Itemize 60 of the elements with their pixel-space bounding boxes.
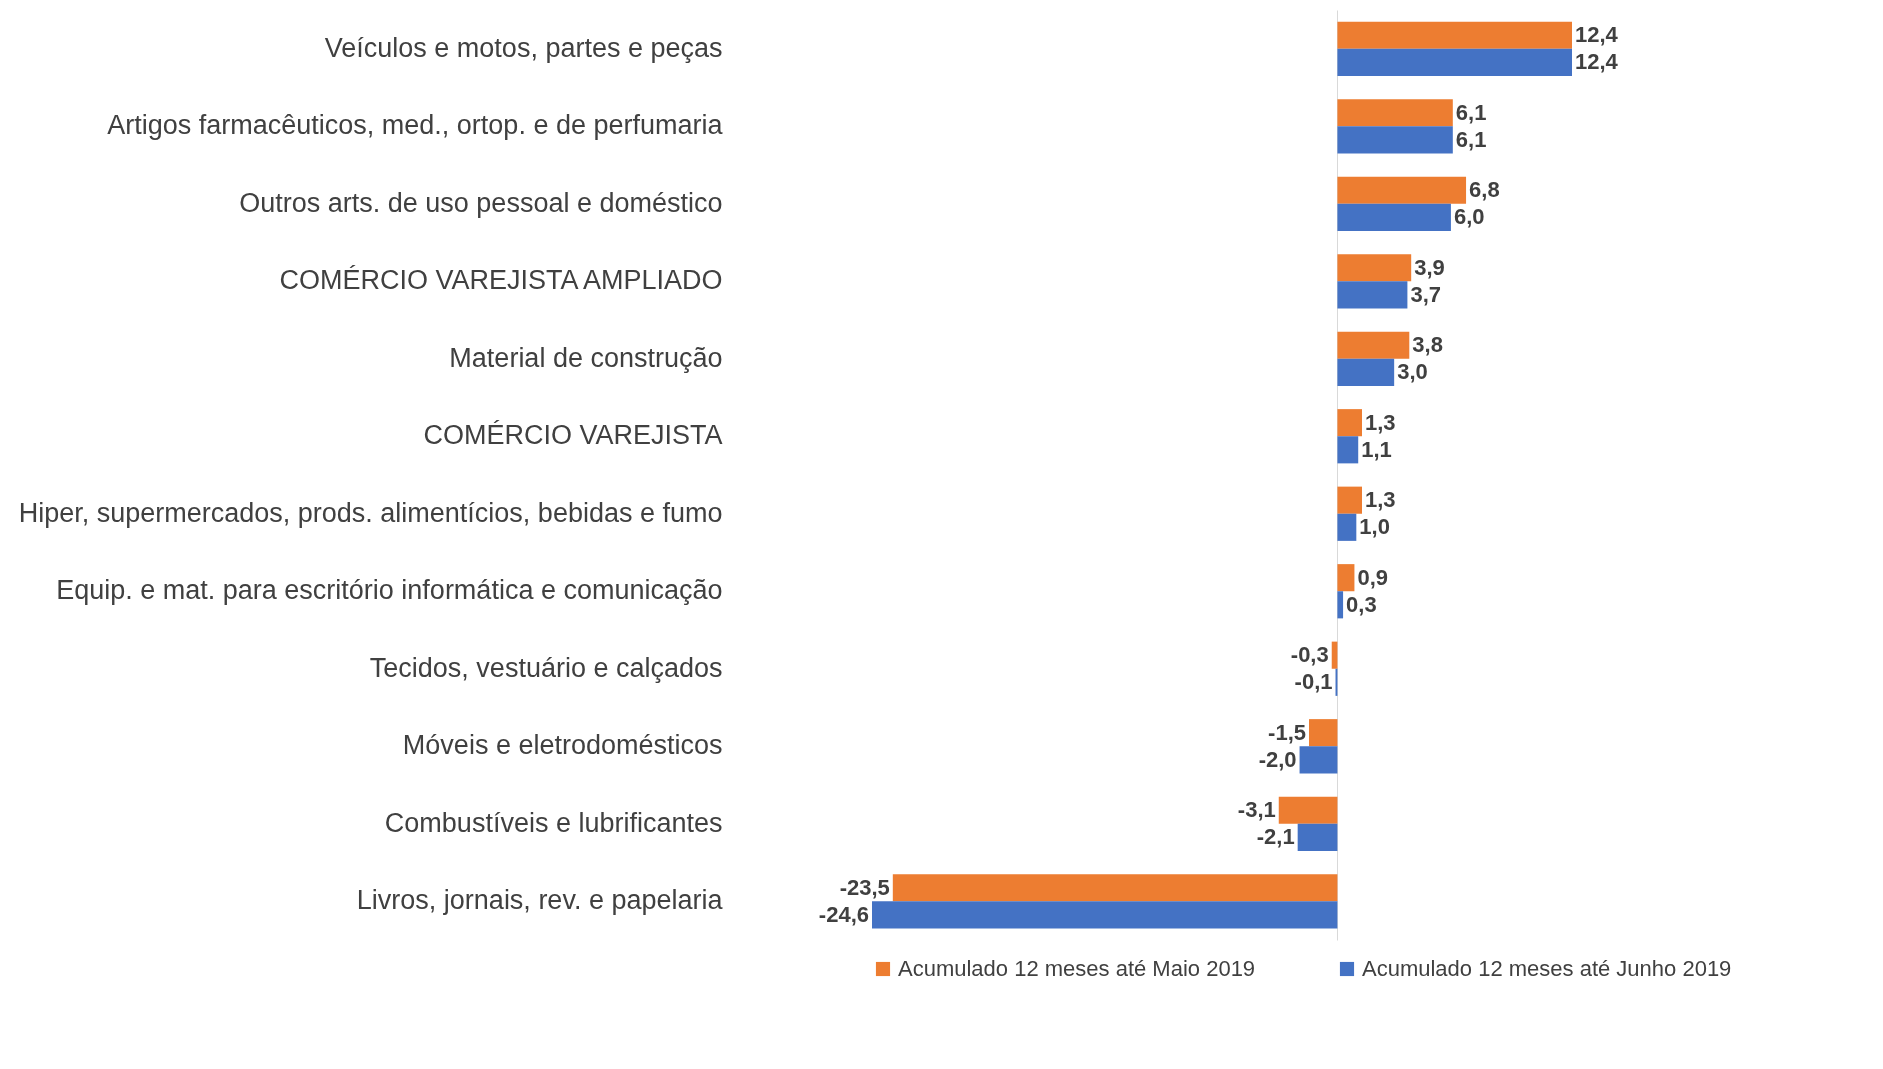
y-tick-label: COMÉRCIO VAREJISTA <box>423 420 723 451</box>
data-label: 6,0 <box>1453 204 1485 230</box>
bar <box>1297 823 1338 851</box>
bar <box>1309 719 1338 747</box>
data-label: -3,1 <box>1237 797 1276 823</box>
legend-label: Acumulado 12 meses até Junho 2019 <box>1362 956 1732 981</box>
bar <box>1299 746 1338 774</box>
y-tick-label: Equip. e mat. para escritório informática e comunicação <box>56 575 723 606</box>
bar <box>1337 436 1359 464</box>
bar <box>1337 358 1395 386</box>
bar <box>872 901 1338 929</box>
data-label: 6,8 <box>1469 177 1500 203</box>
data-label: 1,1 <box>1361 436 1392 462</box>
data-label: -0,3 <box>1290 642 1329 668</box>
data-label: 3,9 <box>1414 254 1445 280</box>
bar <box>1337 48 1572 76</box>
data-label: -1,5 <box>1268 719 1307 745</box>
data-label: -24,6 <box>818 901 869 927</box>
y-tick-label: Outros arts. de uso pessoal e doméstico <box>239 187 723 218</box>
bar <box>1337 409 1362 437</box>
y-tick-label: Veículos e motos, partes e peças <box>324 32 723 63</box>
data-label: 0,3 <box>1346 591 1377 617</box>
data-label: 6,1 <box>1455 126 1487 152</box>
bar <box>1337 564 1355 592</box>
y-tick-label: Artigos farmacêuticos, med., ortop. e de perfumaria <box>107 110 724 141</box>
bar <box>1337 331 1410 359</box>
bar <box>1337 513 1357 541</box>
data-label: 1,3 <box>1365 409 1396 435</box>
bar <box>1337 203 1451 231</box>
data-label: 1,0 <box>1359 514 1390 540</box>
bar <box>892 874 1338 902</box>
data-label: -2,0 <box>1258 746 1297 772</box>
bar <box>1337 21 1572 49</box>
legend-label: Acumulado 12 meses até Maio 2019 <box>898 956 1256 981</box>
data-label: 3,7 <box>1410 281 1441 307</box>
bar <box>1337 591 1344 619</box>
data-label: -23,5 <box>839 874 890 900</box>
bar <box>1337 254 1412 282</box>
bar <box>1278 796 1338 824</box>
bar <box>1337 126 1453 154</box>
y-tick-label: Material de construção <box>449 342 723 373</box>
data-label: 6,1 <box>1455 99 1487 125</box>
data-label: 12,4 <box>1575 22 1619 48</box>
data-label: 12,4 <box>1575 49 1619 75</box>
data-label: 3,8 <box>1412 332 1443 358</box>
data-label: -0,1 <box>1294 669 1333 695</box>
bar <box>1337 486 1362 514</box>
y-tick-label: Hiper, supermercados, prods. alimentícios, bebidas e fumo <box>18 497 723 528</box>
bar <box>1337 176 1467 204</box>
data-label: 1,3 <box>1365 487 1396 513</box>
y-tick-label: Combustíveis e lubrificantes <box>384 807 723 838</box>
data-label: 3,0 <box>1397 359 1428 385</box>
y-tick-label: COMÉRCIO VAREJISTA AMPLIADO <box>279 265 723 296</box>
bar <box>1337 99 1453 127</box>
y-tick-label: Tecidos, vestuário e calçados <box>369 652 723 683</box>
data-label: 0,9 <box>1357 564 1389 590</box>
data-label: -2,1 <box>1256 824 1295 850</box>
y-tick-label: Livros, jornais, rev. e papelaria <box>356 885 724 916</box>
bar <box>1337 281 1408 309</box>
y-tick-label: Móveis e eletrodomésticos <box>402 730 723 761</box>
